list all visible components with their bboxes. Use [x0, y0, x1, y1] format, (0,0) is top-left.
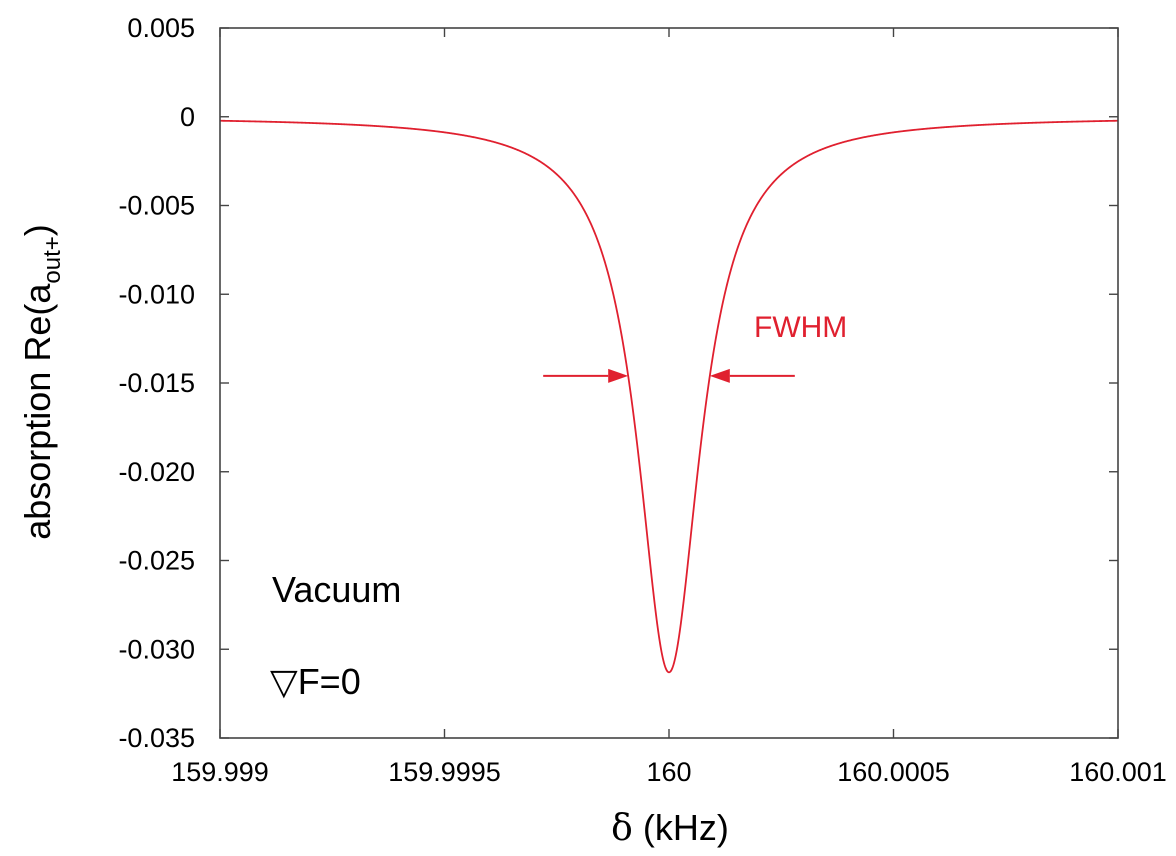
series-line-absorption: [219, 119, 1119, 674]
medium-label: Vacuum: [272, 569, 401, 610]
fwhm-label: FWHM: [754, 311, 847, 344]
y-tick-label: 0: [180, 102, 195, 132]
axis-ticks: [219, 27, 1119, 739]
nabla-symbol: ▽: [270, 661, 298, 702]
y-tick-label: -0.010: [118, 279, 195, 309]
x-axis-title: δ (kHz): [611, 807, 729, 849]
x-tick-label: 160.0005: [837, 757, 950, 787]
plot-frame: [219, 27, 1119, 739]
x-tick-labels: 159.999 159.9995 160 160.0005 160.001: [171, 757, 1167, 787]
x-tick-label: 160.001: [1069, 757, 1167, 787]
fwhm-arrows: [543, 368, 795, 383]
y-tick-label: -0.035: [118, 723, 195, 753]
y-tick-label: -0.015: [118, 368, 195, 398]
x-tick-label: 159.9995: [388, 757, 501, 787]
y-tick-label: -0.025: [118, 546, 195, 576]
y-axis-title: absorption Re(aout+): [17, 224, 66, 540]
gradient-text: F=0: [298, 661, 361, 702]
y-tick-label: -0.020: [118, 457, 195, 487]
x-tick-label: 159.999: [171, 757, 269, 787]
y-tick-label: -0.030: [118, 634, 195, 664]
fwhm-arrow-left-head: [608, 368, 629, 383]
x-tick-label: 160: [646, 757, 691, 787]
gradient-label: ▽F=0: [270, 661, 361, 702]
y-tick-label: 0.005: [127, 13, 195, 43]
y-tick-label: -0.005: [118, 191, 195, 221]
fwhm-arrow-right-head: [709, 368, 730, 383]
y-tick-labels: 0.005 0 -0.005 -0.010 -0.015 -0.020 -0.025 -0.0…: [118, 13, 195, 753]
